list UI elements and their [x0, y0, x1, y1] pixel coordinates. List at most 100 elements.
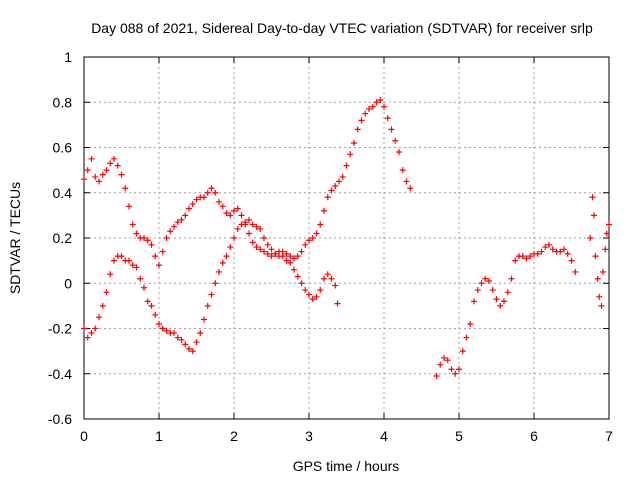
- data-point: [313, 230, 320, 237]
- y-tick-label: 0: [64, 275, 72, 291]
- data-point: [156, 262, 162, 269]
- data-point: [178, 216, 185, 223]
- data-point: [339, 173, 346, 180]
- data-point: [317, 287, 324, 294]
- data-point: [596, 293, 603, 300]
- data-point: [392, 137, 399, 144]
- data-point: [137, 275, 144, 282]
- data-point: [272, 250, 279, 257]
- x-tick-label: 5: [455, 428, 463, 444]
- data-point: [92, 325, 99, 332]
- y-tick-label: 0.4: [53, 185, 73, 201]
- data-point: [534, 250, 541, 257]
- data-point: [546, 241, 552, 248]
- data-point: [84, 167, 91, 174]
- data-point: [283, 250, 290, 257]
- y-tick-label: -0.4: [48, 366, 72, 382]
- data-point: [103, 167, 110, 174]
- data-point: [193, 196, 200, 203]
- data-point: [152, 311, 159, 318]
- data-point: [118, 253, 125, 260]
- y-axis: -0.6 -0.4 -0.2 0 0.2 0.4 0.6 0.8 1: [48, 49, 609, 427]
- data-point: [358, 117, 365, 124]
- x-axis: 0 1 2 3 4 5 6 7: [80, 57, 613, 444]
- x-axis-label: GPS time / hours: [293, 458, 400, 474]
- data-point: [283, 257, 290, 264]
- data-point: [512, 257, 519, 264]
- data-point: [107, 271, 114, 278]
- data-point: [171, 223, 177, 230]
- data-point: [313, 293, 320, 300]
- data-point: [238, 221, 245, 228]
- data-point: [306, 237, 312, 244]
- data-point: [107, 160, 114, 167]
- data-point: [444, 357, 451, 364]
- data-point: [208, 185, 215, 192]
- data-point: [178, 336, 185, 343]
- data-point: [182, 212, 189, 219]
- data-point: [603, 230, 610, 237]
- data-point: [519, 253, 526, 260]
- data-point: [159, 325, 166, 332]
- data-point: [182, 341, 189, 348]
- data-point: [276, 253, 282, 260]
- data-point: [279, 248, 286, 255]
- data-point: [347, 151, 354, 158]
- data-point: [538, 248, 545, 255]
- data-point: [388, 126, 395, 133]
- data-point: [141, 235, 147, 241]
- data-point: [231, 207, 237, 214]
- data-point: [486, 277, 492, 284]
- data-point: [587, 235, 594, 241]
- data-point: [88, 155, 95, 162]
- data-point: [332, 282, 339, 289]
- data-point: [343, 162, 350, 169]
- data-point: [309, 296, 316, 303]
- data-point: [542, 244, 549, 251]
- data-point: [122, 185, 129, 192]
- data-point: [302, 287, 309, 294]
- data-point: [600, 268, 606, 275]
- data-point: [88, 330, 95, 337]
- data-point: [589, 194, 596, 201]
- data-point: [287, 259, 294, 266]
- data-point: [291, 255, 297, 262]
- data-point: [321, 275, 327, 282]
- data-point: [459, 348, 466, 355]
- series-arc-c: [433, 241, 579, 380]
- data-point: [606, 221, 612, 228]
- y-tick-label: -0.6: [48, 411, 72, 427]
- data-point: [242, 219, 249, 226]
- data-point: [478, 280, 485, 287]
- data-point: [133, 264, 140, 271]
- data-point: [223, 210, 230, 217]
- data-point: [219, 259, 226, 266]
- data-point: [602, 246, 609, 253]
- data-point: [336, 178, 342, 185]
- data-point: [298, 280, 305, 287]
- data-point: [467, 320, 474, 327]
- data-point: [523, 255, 530, 262]
- data-point: [129, 262, 136, 269]
- data-point: [384, 115, 391, 122]
- y-tick-label: 1: [64, 49, 72, 65]
- data-point: [572, 268, 579, 275]
- data-point: [234, 205, 241, 212]
- data-point: [261, 248, 267, 255]
- x-tick-label: 4: [380, 428, 388, 444]
- data-point: [204, 189, 211, 196]
- data-point: [471, 298, 477, 305]
- y-tick-label: -0.2: [48, 321, 72, 337]
- data-point: [294, 273, 301, 280]
- data-point: [456, 366, 462, 373]
- data-point: [114, 162, 121, 169]
- data-point: [482, 275, 489, 282]
- data-point: [204, 302, 211, 309]
- data-point: [167, 228, 174, 235]
- data-point: [302, 241, 309, 248]
- data-point: [186, 205, 192, 212]
- data-point: [174, 334, 181, 341]
- data-point: [223, 253, 230, 260]
- data-point: [598, 302, 605, 309]
- y-axis-label: SDTVAR / TECUs: [7, 182, 23, 294]
